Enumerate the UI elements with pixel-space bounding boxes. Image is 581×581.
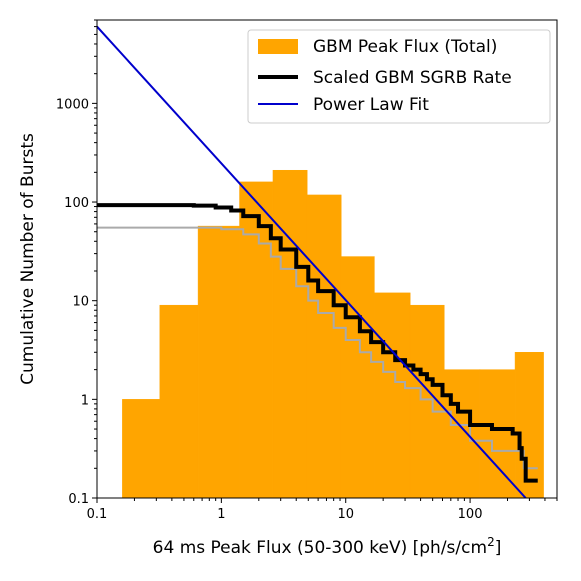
- histogram-bar: [306, 194, 342, 498]
- secondary-rate-line: [97, 226, 538, 470]
- y-axis-label: Cumulative Number of Bursts: [18, 133, 38, 385]
- plot-frame: [96, 19, 558, 499]
- x-tick-label: 0.1: [87, 507, 108, 522]
- histogram-bar: [514, 352, 544, 498]
- x-axis-ticks: 0.1 1 10 100: [87, 498, 558, 522]
- legend-label-sgrb-rate: Scaled GBM SGRB Rate: [313, 68, 512, 88]
- y-tick-label: 10: [72, 295, 89, 310]
- legend-swatch-histogram: [258, 39, 298, 54]
- x-axis-label: 64 ms Peak Flux (50-300 keV) [ph/s/cm2]: [153, 535, 502, 558]
- x-tick-label: 1: [217, 507, 225, 522]
- histogram-bar: [444, 369, 481, 498]
- y-tick-label: 1000: [56, 97, 89, 112]
- legend-box: [247, 29, 551, 124]
- legend: GBM Peak Flux (Total) Scaled GBM SGRB Ra…: [247, 29, 551, 124]
- x-tick-label: 100: [458, 507, 483, 522]
- histogram-bar: [122, 399, 161, 498]
- series-lines: [97, 25, 538, 498]
- x-axis-label-superscript: 2: [487, 535, 495, 549]
- histogram-bar: [272, 169, 308, 498]
- legend-label-power-law: Power Law Fit: [313, 95, 429, 115]
- histogram-bars: [122, 169, 544, 498]
- histogram-bar: [479, 369, 516, 498]
- sgrb-rate-line: [97, 203, 538, 483]
- y-tick-label: 0.1: [68, 492, 89, 507]
- power-law-fit-line: [97, 25, 527, 498]
- legend-label-histogram: GBM Peak Flux (Total): [313, 37, 497, 57]
- histogram-bar: [197, 225, 240, 498]
- y-tick-label: 1: [81, 393, 89, 408]
- y-axis-ticks: 0.1 1 10 100 1000: [56, 19, 97, 507]
- y-tick-label: 100: [64, 196, 89, 211]
- histogram-bar: [340, 256, 375, 498]
- x-tick-label: 10: [337, 507, 354, 522]
- x-axis-label-end: ]: [495, 538, 502, 558]
- histogram-bar: [374, 292, 411, 498]
- x-axis-label-main: 64 ms Peak Flux (50-300 keV) [ph/s/cm: [153, 538, 487, 558]
- histogram-bar: [159, 304, 199, 498]
- histogram-bar: [239, 181, 274, 498]
